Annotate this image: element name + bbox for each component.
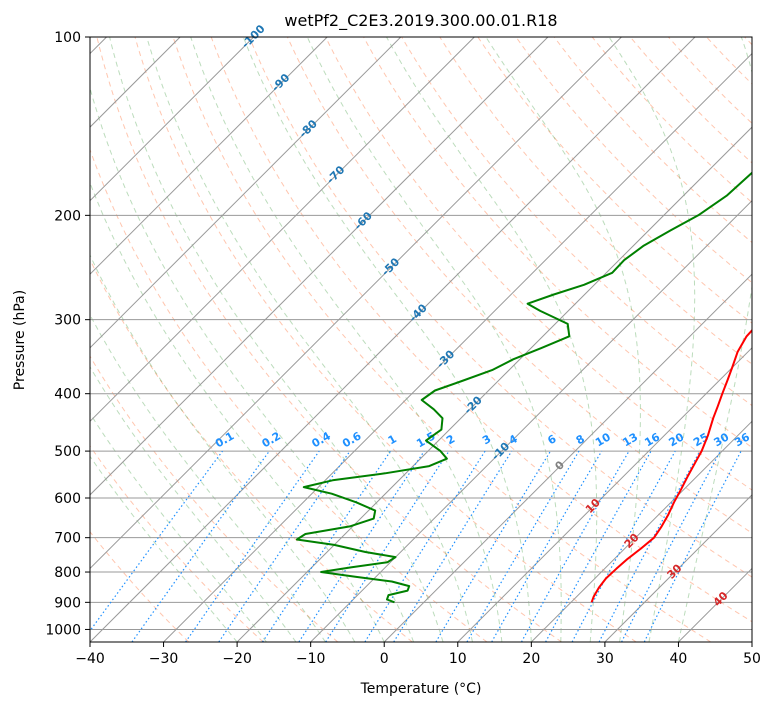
dry-adiabat (477, 37, 752, 324)
y-tick-label: 1000 (45, 622, 81, 638)
isotherm-line (90, 37, 328, 275)
dry-adiabat (591, 37, 752, 204)
mixing-ratio-line (218, 450, 351, 642)
moist-adiabat (146, 37, 473, 642)
mixing-ratio-line (364, 450, 486, 642)
grid-layer (90, 37, 752, 642)
dry-adiabat (401, 37, 752, 407)
dry-adiabat (553, 37, 752, 244)
isotherm-line (530, 420, 752, 642)
y-tick-label: 600 (54, 491, 81, 507)
moist-adiabat (190, 37, 503, 642)
y-tick-label: 900 (54, 595, 81, 611)
mixing-ratio-line (185, 450, 320, 642)
moist-adiabat (242, 37, 532, 642)
x-tick-label: 30 (596, 651, 614, 667)
isotherm-line (90, 37, 549, 496)
x-axis-label: Temperature (°C) (360, 681, 482, 697)
mixing-ratio-line (393, 450, 513, 642)
dry-adiabat (286, 37, 752, 534)
isotherm-line (90, 37, 696, 642)
y-tick-label: 500 (54, 444, 81, 460)
y-axis-label: Pressure (hPa) (12, 290, 28, 390)
moist-adiabat (90, 181, 385, 642)
y-tick-label: 200 (54, 208, 81, 224)
x-tick-label: 50 (743, 651, 761, 667)
isotherm-line (310, 199, 752, 642)
chart-title: wetPf2_C2E3.2019.300.00.01.R18 (284, 11, 557, 31)
moist-adiabat (90, 365, 297, 642)
x-tick-label: 0 (380, 651, 389, 667)
isotherm-line (90, 37, 255, 202)
plot-frame (89, 36, 753, 643)
dry-adiabat (629, 37, 752, 164)
mixing-ratio-line (325, 450, 450, 642)
mixing-ratio-line (571, 450, 676, 642)
mixing-ratio-line (545, 450, 652, 642)
mixing-ratio-line (466, 450, 580, 642)
moist-adiabat (608, 37, 696, 642)
profile-series-layer (295, 171, 752, 604)
moist-adiabat (109, 37, 444, 642)
mixing-ratio-line (90, 450, 223, 632)
mixing-ratio-line (520, 450, 630, 642)
y-tick-label: 800 (54, 565, 81, 581)
moist-adiabat (677, 37, 752, 642)
dry-adiabat (134, 37, 637, 642)
isotherm-line (604, 494, 752, 642)
x-tick-label: 10 (449, 651, 467, 667)
temperature-profile-line (590, 328, 752, 603)
moist-adiabat (90, 412, 267, 642)
moist-adiabat (90, 313, 326, 642)
moist-adiabat (386, 37, 598, 642)
y-tick-label: 100 (54, 30, 81, 46)
isotherm-line (163, 52, 752, 642)
dry-adiabat (90, 355, 339, 642)
dry-adiabat (210, 37, 752, 623)
isotherm-line (383, 273, 752, 642)
y-tick-label: 700 (54, 531, 81, 547)
x-tick-label: 40 (670, 651, 688, 667)
x-tick-label: −20 (222, 651, 252, 667)
x-tick-label: −30 (149, 651, 179, 667)
x-axis: −40 −30 −20 −10 0 10 20 30 40 50 (75, 642, 761, 667)
isotherm-line (90, 37, 622, 570)
dry-adiabat (248, 37, 752, 578)
dewpoint-profile-line (295, 171, 752, 604)
y-tick-label: 400 (54, 387, 81, 403)
dry-adiabat (515, 37, 752, 284)
x-tick-label: −40 (75, 651, 105, 667)
mixing-ratio-line (131, 450, 270, 642)
x-tick-label: 20 (522, 651, 540, 667)
dry-adiabat (90, 531, 190, 642)
mixing-ratio-line (491, 450, 603, 642)
y-tick-label: 300 (54, 313, 81, 329)
y-axis: 100 200 300 400 500 600 700 800 900 1000 (45, 30, 90, 638)
x-tick-label: −10 (296, 651, 326, 667)
isotherm-line (90, 37, 402, 349)
isotherm-line (457, 347, 752, 642)
dry-adiabat (439, 37, 752, 365)
isotherm-line (236, 126, 752, 642)
mixing-ratio-line (435, 450, 552, 642)
isotherm-line (90, 37, 475, 423)
dry-adiabat (96, 37, 562, 642)
